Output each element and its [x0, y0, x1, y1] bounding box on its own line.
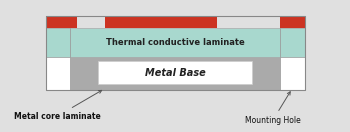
Text: Thermal conductive laminate: Thermal conductive laminate	[106, 38, 244, 47]
Text: Metal Base: Metal Base	[145, 68, 205, 78]
Bar	[46, 57, 304, 90]
Bar	[280, 28, 304, 57]
Bar	[105, 16, 217, 28]
Bar	[46, 28, 70, 57]
Bar	[70, 28, 280, 57]
Bar	[98, 61, 252, 84]
Bar	[280, 16, 304, 28]
Text: Mounting Hole: Mounting Hole	[245, 92, 301, 125]
Text: Metal core laminate: Metal core laminate	[14, 90, 101, 121]
Bar	[46, 16, 70, 90]
Bar	[46, 16, 304, 90]
Bar	[280, 16, 304, 90]
Bar	[46, 16, 77, 28]
